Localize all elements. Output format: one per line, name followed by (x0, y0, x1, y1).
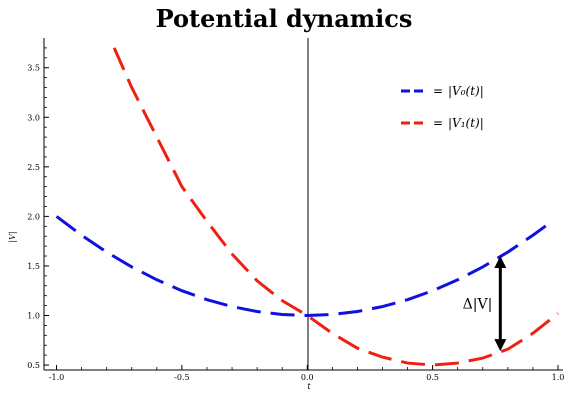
legend: = |V₀(t)| = |V₁(t)| (401, 84, 484, 130)
series-v0-line (55, 215, 549, 317)
delta-annotation: Δ|V| (463, 256, 507, 352)
delta-arrow-head-bottom (494, 339, 507, 352)
delta-arrow-head-top (494, 256, 507, 269)
y-axis-label: |V| (8, 231, 17, 242)
x-tick-label: 1.0 (552, 373, 565, 382)
y-tick-label: 1.5 (27, 262, 40, 271)
x-axis-ticks: -1.0 -0.5 0.0 0.5 1.0 (49, 365, 565, 382)
legend-label-v0: |V₀(t)| (448, 84, 484, 98)
y-tick-label: 0.5 (27, 361, 40, 370)
plot-frame (43, 38, 563, 371)
series-lines (55, 47, 559, 367)
x-axis-label: t (307, 382, 311, 391)
y-tick-label: 1.0 (27, 311, 40, 320)
y-tick-label: 2.5 (27, 163, 40, 172)
x-tick-label: -0.5 (174, 373, 189, 382)
y-tick-label: 3.0 (27, 113, 40, 122)
legend-equals-v0: = (433, 84, 443, 98)
x-tick-label: -1.0 (49, 373, 64, 382)
x-tick-label: 0.5 (426, 373, 439, 382)
chart-title: Potential dynamics (156, 4, 413, 33)
x-tick-label: 0.0 (301, 373, 314, 382)
legend-equals-v1: = (433, 116, 443, 130)
delta-label: Δ|V| (463, 297, 493, 313)
series-v1-line (112, 47, 559, 367)
y-tick-label: 3.5 (27, 64, 40, 73)
legend-label-v1: |V₁(t)| (448, 116, 484, 130)
y-tick-label: 2.0 (27, 212, 40, 221)
y-axis-ticks: 0.5 1.0 1.5 2.0 2.5 3.0 3.5 (27, 47, 49, 370)
